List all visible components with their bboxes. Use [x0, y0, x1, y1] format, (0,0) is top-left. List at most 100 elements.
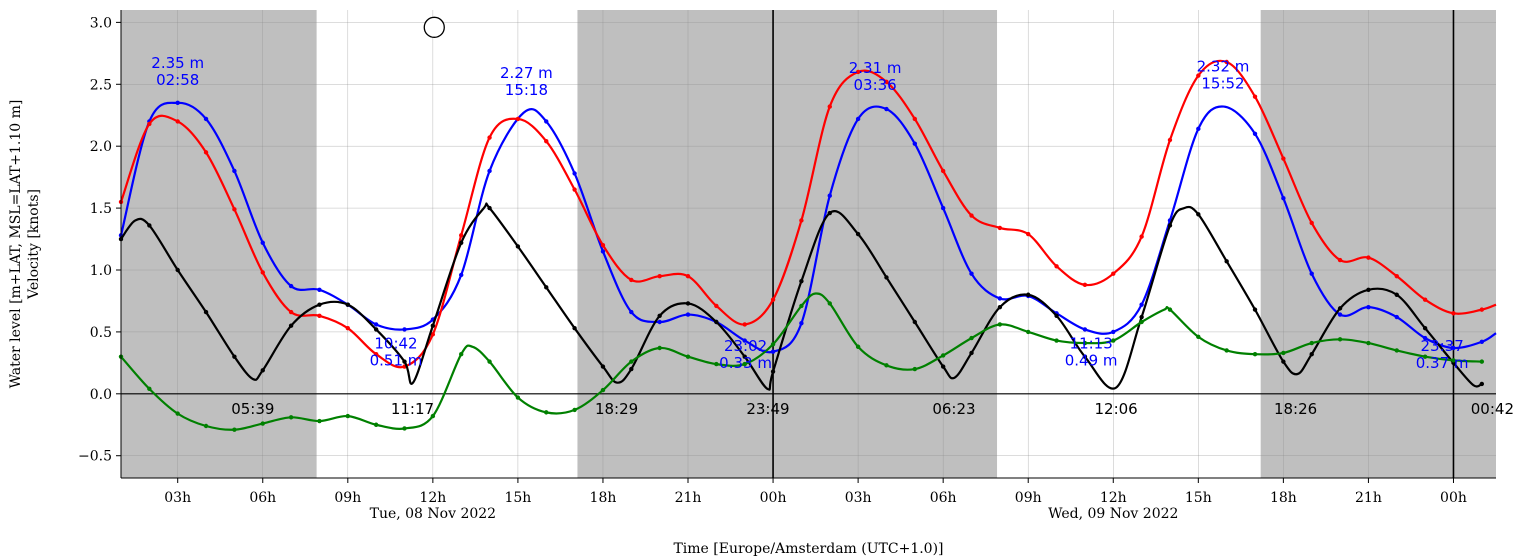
series-path: [120, 292, 1482, 431]
data-point: [260, 421, 265, 426]
data-point: [855, 69, 861, 75]
data-point: [1196, 73, 1201, 78]
data-point: [855, 116, 861, 122]
data-point: [827, 193, 832, 198]
data-point: [1082, 282, 1088, 288]
x-tick-label: 21h: [675, 490, 702, 506]
data-point: [288, 309, 294, 315]
data-point: [940, 364, 946, 369]
x-tick-label: 15h: [1185, 490, 1212, 506]
data-point: [260, 368, 265, 373]
data-point: [1082, 327, 1088, 332]
data-point: [1337, 337, 1343, 342]
data-point: [1026, 231, 1031, 237]
data-point: [1422, 297, 1428, 302]
data-point: [203, 423, 209, 429]
data-point: [1139, 319, 1144, 325]
data-point: [629, 359, 634, 364]
data-point: [515, 395, 521, 400]
data-point: [827, 104, 832, 109]
data-point: [544, 285, 549, 290]
data-point: [855, 231, 861, 237]
extremum-value: 2.27 m: [500, 64, 553, 82]
extremum-time: 11:13: [1070, 335, 1113, 353]
data-point: [940, 205, 946, 211]
data-point: [1224, 348, 1229, 353]
data-point: [884, 363, 889, 368]
data-point: [373, 351, 379, 357]
extremum-label: 23:370.37 m: [1416, 337, 1469, 372]
y-tick-label: 0.5: [90, 325, 112, 341]
data-point: [544, 119, 549, 124]
slack-label: 06:23: [932, 400, 975, 418]
data-point: [317, 287, 322, 293]
data-point: [345, 325, 351, 331]
extremum-time: 03:36: [854, 76, 897, 94]
extremum-label: 2.32 m15:52: [1197, 58, 1250, 93]
data-point: [345, 302, 351, 307]
data-point: [884, 79, 889, 85]
y-axis-label: Water level [m+LAT, MSL=LAT+1.10 m] Veloc…: [8, 100, 42, 389]
data-point: [912, 116, 918, 122]
data-point: [1139, 302, 1144, 307]
y-axis-label-line: Water level [m+LAT, MSL=LAT+1.10 m]: [8, 100, 24, 389]
data-point: [402, 359, 407, 364]
extremum-value: 2.32 m: [1197, 58, 1250, 76]
extremum-label: 10:420.51 m: [370, 335, 423, 370]
data-point: [1422, 325, 1428, 331]
data-point: [175, 119, 180, 124]
data-point: [487, 135, 492, 140]
data-point: [1281, 359, 1286, 364]
data-point: [1479, 307, 1485, 312]
data-point: [260, 240, 265, 245]
data-point: [1224, 59, 1229, 65]
data-point: [969, 335, 974, 341]
data-point: [232, 427, 237, 432]
data-point: [1394, 314, 1399, 320]
data-point: [487, 359, 492, 364]
data-point: [1252, 94, 1258, 99]
y-tick-label: 0.0: [90, 387, 112, 403]
data-point: [1366, 340, 1371, 346]
data-point: [1082, 354, 1088, 359]
data-point: [685, 301, 691, 306]
data-point: [1309, 271, 1314, 276]
data-point: [912, 319, 918, 325]
data-point: [827, 210, 832, 216]
data-point: [657, 313, 662, 319]
data-point: [1139, 234, 1144, 239]
extremum-time: 15:52: [1201, 75, 1244, 93]
x-tick-label: 18h: [590, 490, 617, 506]
data-point: [232, 354, 237, 359]
extremum-value: 2.35 m: [151, 54, 204, 72]
data-point: [742, 354, 747, 359]
data-point: [600, 387, 606, 393]
data-point: [459, 233, 464, 238]
night-bands: [121, 10, 1496, 478]
data-point: [940, 168, 946, 174]
data-point: [515, 116, 521, 122]
extremum-label: 23:020.33 m: [719, 337, 772, 372]
extremum-value: 2.31 m: [849, 59, 902, 77]
data-point: [402, 327, 407, 332]
data-point: [1082, 340, 1088, 346]
slack-label: 23:49: [746, 400, 789, 418]
y-tick-label: −0.5: [78, 449, 112, 465]
x-tick-label: 00h: [760, 490, 787, 506]
data-point: [1451, 345, 1456, 351]
data-point: [799, 321, 804, 326]
data-point: [232, 207, 237, 212]
data-point: [770, 342, 776, 347]
data-point: [770, 349, 776, 354]
data-point: [1309, 220, 1314, 226]
data-point: [572, 407, 577, 413]
extremum-value: 0.37 m: [1416, 354, 1469, 372]
data-point: [969, 213, 974, 218]
date-label: Tue, 08 Nov 2022: [370, 506, 496, 522]
data-point: [855, 344, 861, 349]
data-point: [714, 319, 719, 325]
data-point: [742, 322, 747, 327]
data-point: [1281, 350, 1286, 356]
slack-label: 18:29: [595, 400, 638, 418]
